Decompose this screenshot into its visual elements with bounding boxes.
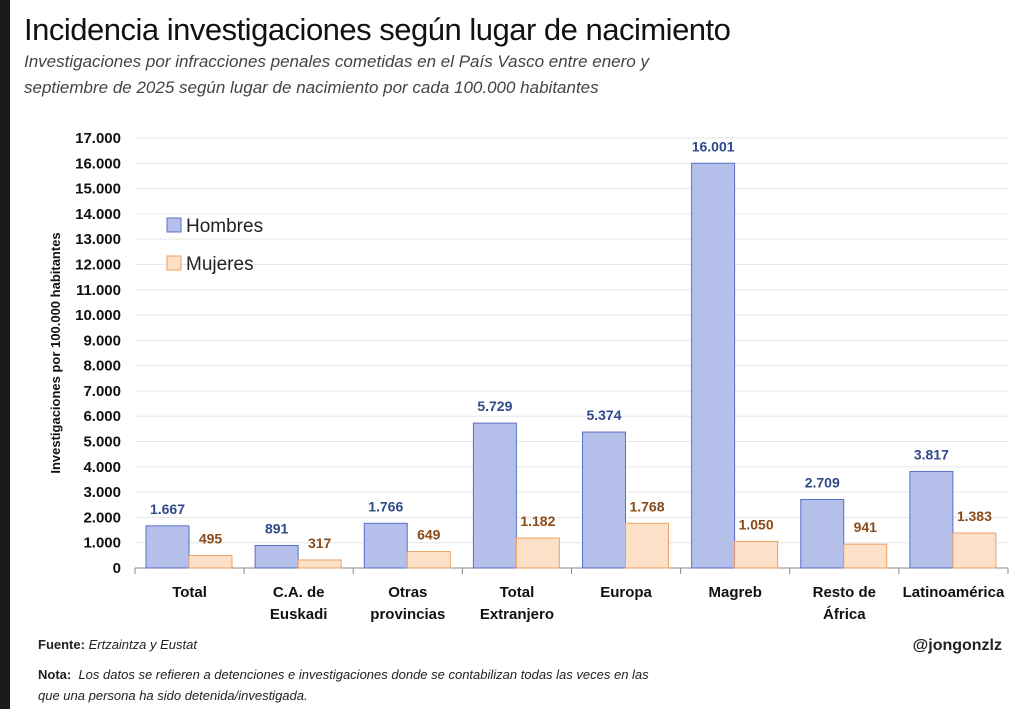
- legend-swatch-mujeres: [166, 255, 182, 271]
- y-tick-label: 1.000: [83, 535, 121, 552]
- y-tick-label: 8.000: [83, 358, 121, 375]
- y-tick-label: 16.000: [75, 155, 121, 172]
- y-axis-label: Investigaciones por 100.000 habitantes: [48, 232, 63, 473]
- y-tick-label: 12.000: [75, 256, 121, 273]
- data-label: 1.383: [957, 508, 992, 524]
- x-tick-label: Extranjero: [480, 606, 554, 623]
- y-tick-label: 9.000: [83, 332, 121, 349]
- legend-label-hombres: Hombres: [186, 216, 263, 237]
- x-tick-label: Latinoamérica: [903, 584, 1005, 601]
- bar-chart: 0 1.000 2.000 3.000 4.000 5.000 6.000 7.000 8.00…: [48, 130, 1009, 623]
- data-label: 5.729: [477, 398, 512, 414]
- y-tick-label: 11.000: [76, 282, 121, 299]
- bar-hombres: [691, 162, 736, 569]
- bar-hombres: [254, 544, 299, 569]
- note-label: Nota:: [38, 667, 72, 682]
- data-label: 5.374: [586, 407, 621, 423]
- data-label: 317: [308, 535, 332, 551]
- data-label: 1.667: [150, 501, 185, 517]
- bar-hombres: [145, 525, 190, 569]
- data-label: 16.001: [692, 138, 735, 154]
- subtitle-line2: septiembre de 2025 según lugar de nacimi…: [24, 78, 599, 97]
- data-label: 2.709: [805, 474, 840, 490]
- x-tick-label: Euskadi: [270, 606, 328, 623]
- source: Fuente: Ertzaintza y Eustat: [38, 637, 197, 652]
- bar-mujeres: [843, 543, 888, 569]
- x-tick-label: C.A. de: [273, 584, 325, 601]
- legend-swatch-hombres: [166, 217, 182, 233]
- y-tick-label: 10.000: [75, 307, 121, 324]
- subtitle-line1: Investigaciones por infracciones penales…: [24, 52, 649, 71]
- author-handle: @jongonzlz: [912, 637, 1002, 654]
- y-tick-label: 13.000: [75, 231, 121, 248]
- y-tick-label: 4.000: [83, 459, 121, 476]
- bar-hombres: [582, 431, 626, 569]
- y-tick-label: 5.000: [83, 434, 121, 451]
- data-label: 1.182: [520, 513, 555, 529]
- y-tick-label: 17.000: [75, 130, 121, 147]
- source-label: Fuente:: [38, 637, 85, 652]
- source-text: Ertzaintza y Eustat: [88, 637, 197, 652]
- bar-hombres: [363, 522, 408, 569]
- bar-hombres: [909, 470, 954, 569]
- y-tick-label: 7.000: [83, 383, 121, 400]
- bar-mujeres: [625, 522, 669, 569]
- x-tick-label: Europa: [600, 584, 652, 601]
- screen-edge: [0, 0, 10, 709]
- bar-mujeres: [952, 532, 997, 569]
- data-label: 495: [199, 530, 223, 546]
- x-tick-label: provincias: [370, 606, 445, 623]
- x-tick-label: Resto de: [813, 584, 876, 601]
- y-tick-label: 0: [113, 560, 121, 577]
- bar-mujeres: [297, 559, 342, 569]
- data-label: 1.768: [629, 498, 664, 514]
- bar-mujeres: [515, 537, 560, 569]
- data-label: 3.817: [914, 446, 949, 462]
- y-tick-label: 3.000: [83, 484, 121, 501]
- x-tick-label: África: [823, 606, 866, 623]
- data-label: 891: [265, 520, 289, 536]
- x-tick-label: Total: [172, 584, 207, 601]
- y-tick-label: 6.000: [83, 408, 121, 425]
- legend-label-mujeres: Mujeres: [186, 254, 254, 275]
- y-tick-label: 2.000: [83, 509, 121, 526]
- data-label: 1.050: [739, 516, 774, 532]
- y-tick-label: 14.000: [75, 206, 121, 223]
- bar-hombres: [472, 422, 517, 569]
- note-text: Los datos se refieren a detenciones e in…: [38, 667, 649, 703]
- bar-mujeres: [406, 551, 451, 569]
- x-tick-label: Magreb: [709, 584, 762, 601]
- y-tick-label: 15.000: [75, 181, 121, 198]
- x-tick-label: Total: [500, 584, 535, 601]
- bar-mujeres: [734, 540, 779, 569]
- x-tick-label: Otras: [388, 584, 427, 601]
- data-label: 941: [854, 519, 878, 535]
- chart-title: Incidencia investigaciones según lugar d…: [24, 12, 731, 47]
- note: Nota: Los datos se refieren a detencione…: [38, 664, 658, 706]
- bar-hombres: [800, 498, 845, 569]
- data-label: 649: [417, 527, 441, 543]
- data-label: 1.766: [368, 498, 403, 514]
- bar-mujeres: [188, 554, 233, 569]
